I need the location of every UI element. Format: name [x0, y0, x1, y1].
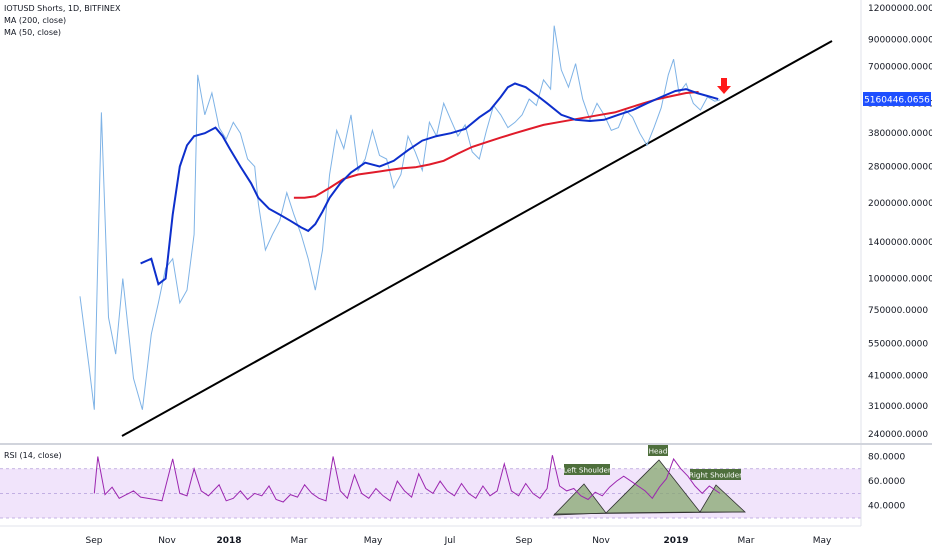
- price-tick-label: 310000.0000: [868, 402, 928, 412]
- head-label: Head: [649, 447, 668, 456]
- price-tick-label: 1400000.0000: [868, 238, 932, 248]
- head-and-shoulders-pattern[interactable]: Left Shoulder Head Right Shoulder: [553, 445, 747, 516]
- down-arrow-icon[interactable]: [717, 78, 731, 94]
- ma50-series-line: [140, 82, 719, 286]
- last-value-badge: 5160446.0656: [863, 92, 931, 106]
- time-tick-label: Mar: [738, 536, 755, 546]
- ma200-legend: MA (200, close): [4, 16, 67, 25]
- time-tick-label: Mar: [291, 536, 308, 546]
- right-shoulder-label: Right Shoulder: [689, 471, 742, 480]
- symbol-title: IOTUSD Shorts, 1D, BITFINEX: [4, 4, 121, 13]
- time-tick-label: May: [364, 536, 383, 546]
- left-shoulder-badge: Left Shoulder: [563, 464, 611, 475]
- price-tick-label: 12000000.0000: [868, 4, 932, 14]
- rsi-y-axis: 80.0000 60.0000 40.0000: [0, 452, 905, 519]
- head-triangle: [605, 459, 701, 514]
- rsi-series-line: [93, 455, 721, 503]
- price-tick-label: 750000.0000: [868, 306, 928, 316]
- last-value-label: 5160446.0656: [864, 96, 930, 106]
- rsi-tick-label: 60.0000: [868, 477, 905, 487]
- price-tick-label: 2000000.0000: [868, 199, 932, 209]
- right-shoulder-badge: Right Shoulder: [689, 469, 742, 480]
- price-tick-label: 3800000.0000: [868, 129, 932, 139]
- time-tick-label: 2019: [663, 536, 688, 546]
- head-badge: Head: [648, 445, 668, 456]
- ma200-series-line: [293, 91, 699, 199]
- time-tick-label: Nov: [158, 536, 176, 546]
- rsi-tick-label: 80.0000: [868, 452, 905, 462]
- time-tick-label: Sep: [516, 536, 533, 546]
- price-tick-label: 550000.0000: [868, 340, 928, 350]
- ma50-legend: MA (50, close): [4, 28, 62, 37]
- price-tick-label: 410000.0000: [868, 372, 928, 382]
- price-series-line: [79, 25, 721, 410]
- time-tick-label: Nov: [592, 536, 610, 546]
- rsi-tick-label: 40.0000: [868, 502, 905, 512]
- rsi-legend: RSI (14, close): [4, 451, 62, 460]
- price-tick-label: 2800000.0000: [868, 162, 932, 172]
- time-tick-label: May: [813, 536, 832, 546]
- time-tick-label: Sep: [86, 536, 103, 546]
- trendline[interactable]: [121, 40, 833, 437]
- price-tick-label: 9000000.0000: [868, 35, 932, 45]
- time-tick-label: Jul: [444, 536, 456, 546]
- time-tick-label: 2018: [216, 536, 241, 546]
- price-tick-label: 1000000.0000: [868, 275, 932, 285]
- price-tick-label: 240000.0000: [868, 430, 928, 440]
- price-tick-label: 7000000.0000: [868, 63, 932, 73]
- time-x-axis: Sep Nov 2018 Mar May Jul Sep Nov 2019 Mar May: [86, 536, 832, 546]
- pattern-neckline: [553, 511, 746, 515]
- left-shoulder-label: Left Shoulder: [563, 466, 611, 475]
